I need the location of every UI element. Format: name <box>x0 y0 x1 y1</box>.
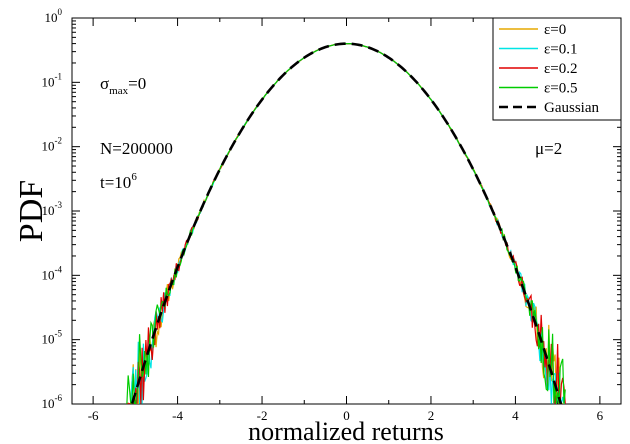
y-tick-label: 10-4 <box>42 264 63 282</box>
y-tick-exponent: -2 <box>55 136 63 146</box>
x-tick-label: 6 <box>597 408 604 423</box>
sigma-subscript: max <box>109 85 128 97</box>
x-tick-label: 2 <box>428 408 435 423</box>
annotation-sigma: σmax=0 <box>100 74 146 97</box>
y-tick-label: 10-2 <box>42 136 63 154</box>
annotation-mu: μ=2 <box>535 139 562 158</box>
x-tick-label: -2 <box>257 408 268 423</box>
y-tick-exponent: -6 <box>55 393 63 403</box>
y-tick-label: 10-6 <box>42 393 63 411</box>
y-tick-label: 100 <box>45 7 63 25</box>
annotation-n: N=200000 <box>100 139 173 158</box>
y-tick-label: 10-3 <box>42 200 63 218</box>
series-gaussian <box>130 42 563 404</box>
y-tick-base: 10 <box>42 332 55 347</box>
x-tick-label: -4 <box>172 408 183 423</box>
series-layer <box>126 42 566 404</box>
y-tick-label: 10-1 <box>42 71 63 89</box>
t-exponent: 6 <box>131 171 137 183</box>
legend-label: ε=0.5 <box>544 81 578 97</box>
x-axis: -6 -4 -2 0 2 4 6 <box>88 18 604 423</box>
legend: ε=0 ε=0.1 ε=0.2 ε=0.5 Gaussian <box>492 17 622 121</box>
x-tick-label: 0 <box>343 408 350 423</box>
legend-label: Gaussian <box>544 100 599 116</box>
legend-label: ε=0.1 <box>544 42 578 58</box>
legend-box <box>492 17 622 121</box>
y-tick-exponent: -4 <box>55 264 63 274</box>
y-axis-title: PDF <box>13 180 50 242</box>
y-tick-exponent: -1 <box>55 71 63 81</box>
y-tick-base: 10 <box>42 396 55 411</box>
svg-text:σmax=0: σmax=0 <box>100 74 146 97</box>
y-tick-exponent: 0 <box>58 7 63 17</box>
sigma-symbol: σ <box>100 74 109 93</box>
y-tick-base: 10 <box>42 74 55 89</box>
y-tick-label: 10-5 <box>42 329 63 347</box>
y-tick-exponent: -5 <box>55 329 63 339</box>
sigma-rest: =0 <box>128 74 146 93</box>
legend-label: ε=0.2 <box>544 61 578 77</box>
t-base: t=10 <box>100 173 131 192</box>
svg-text:t=106: t=106 <box>100 171 137 192</box>
legend-label: ε=0 <box>544 22 566 38</box>
y-tick-base: 10 <box>42 139 55 154</box>
y-tick-exponent: -3 <box>55 200 63 210</box>
x-axis-title: normalized returns <box>248 417 444 444</box>
y-tick-base: 10 <box>42 203 55 218</box>
y-tick-base: 10 <box>45 10 58 25</box>
annotation-t: t=106 <box>100 171 137 192</box>
x-tick-label: 4 <box>512 408 519 423</box>
x-tick-label: -6 <box>88 408 99 423</box>
y-tick-base: 10 <box>42 267 55 282</box>
